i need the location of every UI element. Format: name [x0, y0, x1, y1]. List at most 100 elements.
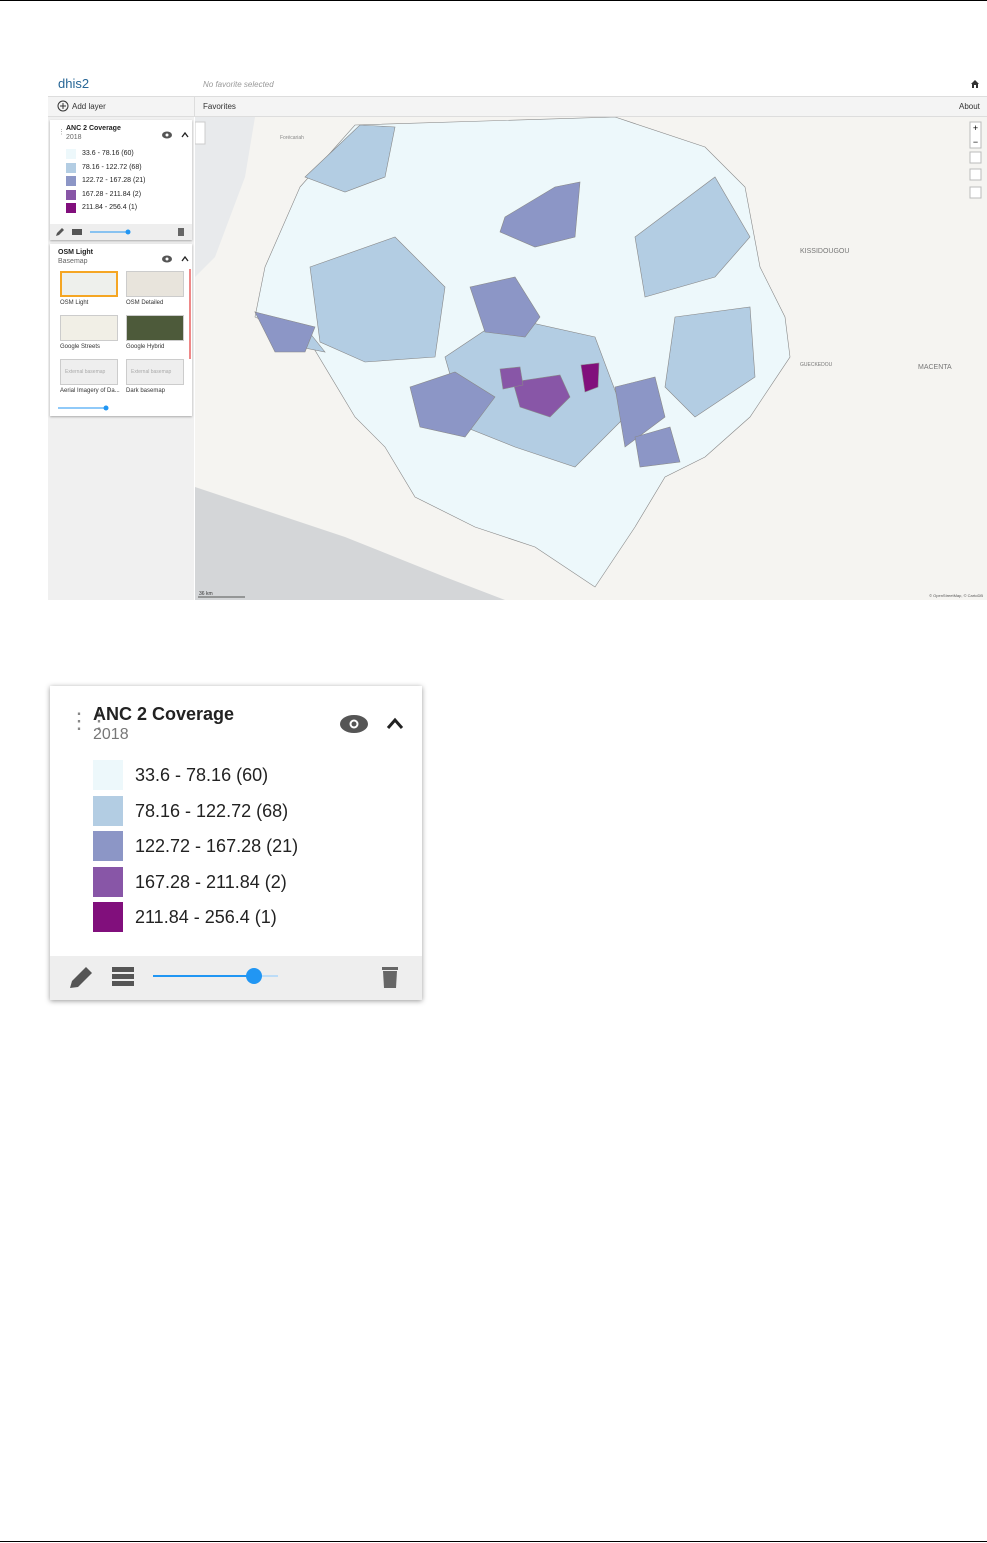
legend-label: 33.6 - 78.16 (60)	[135, 765, 269, 785]
basemap-label: OSM Light	[60, 300, 89, 306]
basemap-title: OSM Light	[58, 249, 93, 256]
basemap-thumb[interactable]	[126, 271, 184, 297]
legend-swatch	[66, 162, 76, 173]
basemap-label: OSM Detailed	[126, 300, 164, 306]
place-label: MACENTA	[918, 364, 952, 371]
svg-text:+: +	[973, 123, 978, 133]
basemap-opacity[interactable]	[56, 404, 116, 412]
page-rule	[0, 1541, 987, 1542]
layer-card: ⋮ ANC 2 Coverage 2018 33.6 - 78.16 (60) 7…	[50, 120, 192, 240]
delete-icon[interactable]	[178, 228, 184, 236]
page-rule	[0, 0, 987, 1]
basemap-label: Google Streets	[60, 344, 101, 350]
edit-icon[interactable]	[56, 228, 64, 236]
legend-swatch	[93, 866, 123, 897]
legend-swatch	[93, 760, 123, 790]
legend-swatch	[66, 149, 76, 159]
layer-controls[interactable]	[162, 130, 192, 140]
svg-text:−: −	[973, 137, 978, 147]
legend-swatch	[93, 902, 123, 932]
ocean	[195, 117, 255, 277]
district	[580, 362, 600, 393]
district	[614, 376, 666, 448]
layer-footer-icons	[56, 228, 184, 236]
district	[634, 176, 751, 298]
basemap-thumb[interactable]: External basemap	[60, 359, 118, 385]
legend-swatch	[66, 203, 76, 213]
add-layer[interactable]: Add layer	[72, 102, 106, 111]
favorites[interactable]: Favorites	[203, 102, 236, 111]
district	[499, 181, 581, 248]
scale-label: 36 km	[199, 591, 213, 597]
legend-label: 78.16 - 122.72 (68)	[135, 800, 289, 821]
legend-label: 122.72 - 167.28 (21)	[135, 836, 299, 856]
basemap-card: OSM Light Basemap OSM Light OSM Detailed G…	[50, 244, 192, 416]
layer-period: 2018	[93, 726, 129, 743]
district	[409, 371, 496, 438]
layer-card-zoom: ⋮⋮ ANC 2 Coverage 2018 33.6 - 78.16 (60)…	[50, 686, 422, 1000]
legend-label: 211.84 - 256.4 (1)	[135, 907, 277, 927]
basemap-thumb[interactable]	[126, 315, 184, 341]
legend-label: 33.6 - 78.16 (60)	[82, 150, 134, 157]
map-controls[interactable]: +−	[969, 121, 982, 199]
divider	[194, 97, 195, 116]
delete-icon[interactable]	[382, 967, 398, 988]
legend-swatch	[66, 189, 76, 200]
legend-label: 122.72 - 167.28 (21)	[82, 177, 146, 184]
layer-footer	[50, 956, 422, 1000]
drag-handle[interactable]: ⋮⋮	[68, 708, 110, 733]
district	[254, 311, 316, 353]
layers-panel: ⋮ ANC 2 Coverage 2018 33.6 - 78.16 (60) 7…	[48, 117, 194, 600]
basemap-thumb[interactable]	[60, 315, 118, 341]
logo[interactable]: dhis2	[58, 76, 90, 91]
legend-swatch	[66, 176, 76, 186]
legend-label: 167.28 - 211.84 (2)	[135, 871, 287, 892]
place-label: KISSIDOUGOU	[800, 248, 849, 255]
district	[309, 236, 446, 363]
basemap-controls[interactable]	[162, 254, 192, 264]
legend-swatch	[93, 831, 123, 861]
toolbar: Add layer Favorites About	[48, 97, 987, 117]
home-icon[interactable]	[970, 79, 980, 89]
scrollbar	[189, 269, 191, 359]
legend-label: 211.84 - 256.4 (1)	[82, 204, 138, 211]
district	[634, 426, 681, 468]
basemap-label: Aerial Imagery of Da...	[60, 388, 120, 394]
table-icon[interactable]	[112, 967, 134, 986]
map[interactable]: KISSIDOUGOU GUECKEDOU MACENTA Forécariah…	[195, 117, 987, 600]
place-label: Forécariah	[280, 135, 304, 141]
edit-icon[interactable]	[70, 967, 92, 988]
place-label: GUECKEDOU	[800, 362, 833, 368]
collapse-button[interactable]	[195, 121, 206, 145]
legend-swatch	[93, 795, 123, 826]
legend-label: 78.16 - 122.72 (68)	[82, 163, 142, 171]
district	[664, 306, 756, 418]
basemap-label: Dark basemap	[126, 388, 166, 394]
about[interactable]: About	[959, 102, 980, 111]
layer-period: 2018	[66, 134, 82, 141]
ocean	[195, 487, 505, 600]
slider-knob[interactable]	[125, 229, 131, 235]
drag-handle[interactable]: ⋮	[58, 129, 65, 136]
basemap-label: Google Hybrid	[126, 344, 165, 350]
basemap-placeholder: External basemap	[131, 369, 172, 375]
basemap-placeholder: External basemap	[65, 369, 106, 375]
app: dhis2 No favorite selected Add layer Fav…	[48, 72, 987, 600]
table-icon[interactable]	[72, 229, 82, 235]
slider-knob[interactable]	[246, 968, 262, 984]
district	[512, 374, 571, 418]
attribution: © OpenStreetMap, © CartoDB	[929, 593, 983, 598]
layer-title: ANC 2 Coverage	[93, 704, 235, 724]
layer-footer-icons	[70, 967, 398, 988]
add-icon[interactable]	[57, 100, 69, 112]
district	[304, 124, 396, 193]
layer-footer	[50, 224, 192, 240]
favorite-name: No favorite selected	[203, 80, 274, 89]
district	[469, 276, 541, 338]
layer-title: ANC 2 Coverage	[66, 125, 121, 132]
header: dhis2 No favorite selected	[48, 72, 987, 97]
layer-controls[interactable]	[338, 712, 410, 736]
basemap-thumb[interactable]: External basemap	[126, 359, 184, 385]
basemap-thumb[interactable]	[60, 271, 118, 297]
